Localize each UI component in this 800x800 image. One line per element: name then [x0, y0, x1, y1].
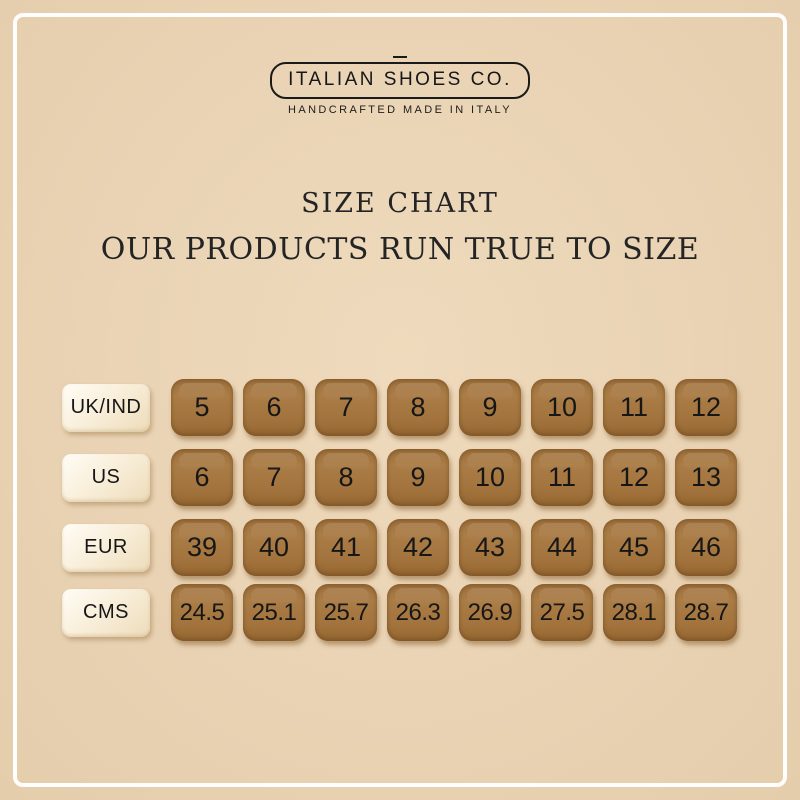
size-value: 26.3 [387, 584, 449, 641]
size-value: 12 [675, 379, 737, 436]
size-value: 28.1 [603, 584, 665, 641]
size-value: 7 [243, 449, 305, 506]
size-value: 28.7 [675, 584, 737, 641]
brand-header: ITALIAN SHOES CO. HANDCRAFTED MADE IN IT… [0, 56, 800, 116]
logo-dash [393, 56, 407, 58]
size-value: 27.5 [531, 584, 593, 641]
size-value: 7 [315, 379, 377, 436]
size-system-label: EUR [62, 523, 150, 572]
size-grid: UK/IND 5 6 7 8 9 10 11 12 US 6 7 8 9 10 … [62, 0, 742, 800]
size-value: 13 [675, 449, 737, 506]
size-value: 10 [531, 379, 593, 436]
heading-block: SIZE CHART OUR PRODUCTS RUN TRUE TO SIZE [0, 188, 800, 267]
size-value: 25.1 [243, 584, 305, 641]
size-value: 6 [171, 449, 233, 506]
size-value: 6 [243, 379, 305, 436]
size-value: 10 [459, 449, 521, 506]
brand-logo: ITALIAN SHOES CO. [270, 62, 530, 99]
size-value: 42 [387, 519, 449, 576]
size-value: 9 [387, 449, 449, 506]
size-value: 24.5 [171, 584, 233, 641]
size-value: 11 [531, 449, 593, 506]
brand-tagline: HANDCRAFTED MADE IN ITALY [288, 104, 512, 116]
size-value: 46 [675, 519, 737, 576]
size-value: 8 [387, 379, 449, 436]
size-system-label: US [62, 453, 150, 502]
size-value: 11 [603, 379, 665, 436]
size-row-eur: EUR 39 40 41 42 43 44 45 46 [62, 519, 737, 576]
page-title: SIZE CHART [301, 188, 499, 219]
size-value: 25.7 [315, 584, 377, 641]
size-value: 45 [603, 519, 665, 576]
size-value: 12 [603, 449, 665, 506]
size-value: 5 [171, 379, 233, 436]
size-value: 41 [315, 519, 377, 576]
page-subtitle: OUR PRODUCTS RUN TRUE TO SIZE [100, 232, 700, 267]
size-value: 26.9 [459, 584, 521, 641]
size-row-cms: CMS 24.5 25.1 25.7 26.3 26.9 27.5 28.1 2… [62, 584, 737, 641]
size-value: 44 [531, 519, 593, 576]
size-row-ukind: UK/IND 5 6 7 8 9 10 11 12 [62, 379, 737, 436]
size-system-label: CMS [62, 588, 150, 637]
size-row-us: US 6 7 8 9 10 11 12 13 [62, 449, 737, 506]
size-value: 43 [459, 519, 521, 576]
brand-name: ITALIAN SHOES CO. [288, 69, 512, 90]
size-value: 40 [243, 519, 305, 576]
size-value: 39 [171, 519, 233, 576]
size-system-label: UK/IND [62, 383, 150, 432]
size-value: 9 [459, 379, 521, 436]
size-value: 8 [315, 449, 377, 506]
